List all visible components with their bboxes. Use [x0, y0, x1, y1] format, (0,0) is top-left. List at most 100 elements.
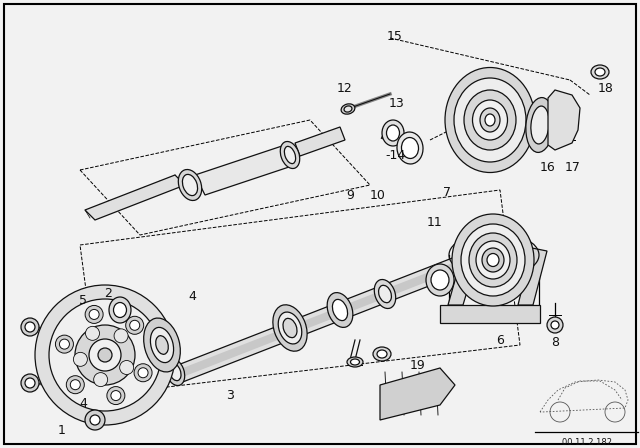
- Circle shape: [138, 368, 148, 378]
- Ellipse shape: [454, 78, 526, 162]
- Ellipse shape: [464, 90, 516, 150]
- Circle shape: [93, 373, 108, 387]
- Circle shape: [130, 320, 140, 330]
- Circle shape: [86, 326, 99, 340]
- Circle shape: [90, 415, 100, 425]
- Ellipse shape: [377, 350, 387, 358]
- Ellipse shape: [379, 285, 392, 303]
- Circle shape: [551, 321, 559, 329]
- Circle shape: [74, 352, 88, 366]
- Text: 8: 8: [551, 336, 559, 349]
- Circle shape: [60, 339, 69, 349]
- Ellipse shape: [109, 297, 131, 323]
- Ellipse shape: [332, 299, 348, 321]
- Circle shape: [134, 364, 152, 382]
- Text: 11: 11: [427, 215, 443, 228]
- Circle shape: [98, 348, 112, 362]
- Polygon shape: [380, 368, 455, 420]
- Text: 3: 3: [226, 388, 234, 401]
- Circle shape: [35, 285, 175, 425]
- Text: 9: 9: [346, 189, 354, 202]
- Ellipse shape: [283, 319, 297, 338]
- Ellipse shape: [156, 336, 168, 354]
- Ellipse shape: [397, 132, 423, 164]
- Polygon shape: [548, 90, 580, 150]
- Circle shape: [114, 329, 128, 343]
- Text: 4: 4: [188, 289, 196, 302]
- Circle shape: [85, 410, 105, 430]
- Polygon shape: [165, 255, 470, 385]
- Ellipse shape: [169, 363, 181, 381]
- Ellipse shape: [150, 327, 173, 362]
- Text: 5: 5: [79, 293, 87, 306]
- Text: 12: 12: [337, 82, 353, 95]
- Ellipse shape: [113, 302, 127, 318]
- Text: 13: 13: [389, 96, 405, 109]
- Ellipse shape: [426, 264, 454, 296]
- Text: 16: 16: [540, 160, 556, 173]
- Ellipse shape: [387, 125, 399, 141]
- Circle shape: [125, 316, 144, 334]
- Text: 10: 10: [370, 189, 386, 202]
- Polygon shape: [518, 248, 547, 305]
- Ellipse shape: [341, 104, 355, 114]
- Ellipse shape: [482, 248, 504, 272]
- Circle shape: [89, 339, 121, 371]
- Ellipse shape: [143, 318, 180, 372]
- Text: 18: 18: [598, 82, 614, 95]
- Polygon shape: [295, 127, 345, 156]
- Ellipse shape: [401, 138, 419, 159]
- Circle shape: [67, 376, 84, 394]
- Text: 2: 2: [104, 287, 112, 300]
- Ellipse shape: [476, 241, 510, 279]
- Text: 6: 6: [496, 333, 504, 346]
- Polygon shape: [195, 145, 295, 195]
- Ellipse shape: [591, 65, 609, 79]
- Ellipse shape: [595, 68, 605, 76]
- Ellipse shape: [461, 224, 525, 296]
- Circle shape: [25, 322, 35, 332]
- Ellipse shape: [526, 98, 554, 152]
- Ellipse shape: [179, 169, 202, 201]
- Text: 17: 17: [565, 160, 581, 173]
- Ellipse shape: [165, 358, 185, 386]
- Circle shape: [89, 310, 99, 319]
- Bar: [440, 305, 540, 323]
- Text: 7: 7: [443, 185, 451, 198]
- Ellipse shape: [182, 174, 198, 196]
- Ellipse shape: [373, 347, 391, 361]
- Ellipse shape: [452, 214, 534, 306]
- Text: 19: 19: [410, 358, 426, 371]
- Text: -14: -14: [386, 148, 406, 161]
- Ellipse shape: [327, 293, 353, 327]
- Circle shape: [107, 387, 125, 405]
- Circle shape: [111, 391, 121, 401]
- Ellipse shape: [374, 280, 396, 309]
- Circle shape: [21, 374, 39, 392]
- Ellipse shape: [273, 305, 307, 351]
- Polygon shape: [165, 260, 470, 380]
- Circle shape: [21, 318, 39, 336]
- Ellipse shape: [280, 142, 300, 168]
- Circle shape: [49, 299, 161, 411]
- Circle shape: [85, 306, 103, 323]
- Ellipse shape: [431, 270, 449, 290]
- Text: 1: 1: [58, 423, 66, 436]
- Polygon shape: [448, 245, 480, 305]
- Ellipse shape: [487, 254, 499, 267]
- Ellipse shape: [472, 100, 508, 140]
- Ellipse shape: [485, 114, 495, 126]
- Circle shape: [547, 317, 563, 333]
- Ellipse shape: [382, 120, 404, 146]
- Ellipse shape: [347, 357, 363, 367]
- Ellipse shape: [480, 108, 500, 132]
- Circle shape: [56, 335, 74, 353]
- Text: 4: 4: [79, 396, 87, 409]
- Circle shape: [70, 380, 80, 390]
- Polygon shape: [85, 175, 185, 220]
- Ellipse shape: [284, 146, 296, 164]
- Ellipse shape: [278, 312, 302, 344]
- Text: 00 11 2 182: 00 11 2 182: [562, 438, 612, 447]
- Ellipse shape: [531, 106, 549, 144]
- Circle shape: [25, 378, 35, 388]
